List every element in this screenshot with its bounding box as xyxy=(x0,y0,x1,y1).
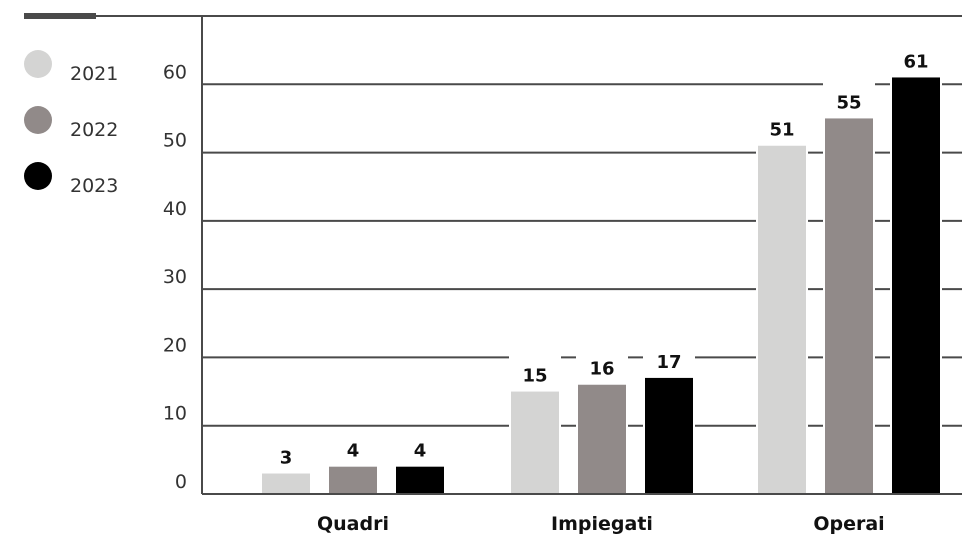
bar xyxy=(578,384,626,494)
bar xyxy=(825,118,873,494)
category-labels: Quadri Impiegati Operai xyxy=(202,493,962,535)
data-label: 16 xyxy=(589,359,614,380)
legend-item: 2021 xyxy=(24,50,118,85)
data-label: 61 xyxy=(903,51,928,72)
data-label: 17 xyxy=(656,352,681,373)
legend-label: 2021 xyxy=(70,63,118,85)
legend-label: 2022 xyxy=(70,119,118,141)
y-tick-label: 0 xyxy=(175,471,187,493)
bar xyxy=(892,77,940,494)
category-label: Impiegati xyxy=(551,513,653,535)
data-label: 15 xyxy=(522,366,547,387)
legend-label: 2023 xyxy=(70,175,118,197)
legend-swatch xyxy=(24,50,52,78)
bar xyxy=(262,473,310,494)
legend-swatch xyxy=(24,106,52,134)
bar xyxy=(329,466,377,494)
legend: 2021 2022 2023 xyxy=(24,50,118,197)
category-label: Operai xyxy=(813,513,884,535)
data-label: 4 xyxy=(347,441,360,462)
category-label: Quadri xyxy=(317,513,389,535)
data-label: 55 xyxy=(836,92,861,113)
data-label: 3 xyxy=(280,448,293,469)
y-tick-labels: 0 10 20 30 40 50 60 xyxy=(163,61,187,493)
y-tick-label: 10 xyxy=(163,403,187,425)
y-tick-label: 40 xyxy=(163,198,187,220)
y-tick-label: 60 xyxy=(163,61,187,83)
y-tick-label: 20 xyxy=(163,334,187,356)
legend-swatch xyxy=(24,162,52,190)
legend-item: 2023 xyxy=(24,162,118,197)
bar xyxy=(645,377,693,494)
y-tick-label: 50 xyxy=(163,130,187,152)
bars xyxy=(260,39,942,494)
data-label: 51 xyxy=(769,120,794,141)
top-accent-bar xyxy=(24,13,96,19)
bar xyxy=(396,466,444,494)
bar xyxy=(511,391,559,494)
data-labels: 3 4 4 15 16 17 51 55 61 xyxy=(280,51,929,468)
legend-item: 2022 xyxy=(24,106,118,141)
data-label: 4 xyxy=(414,441,427,462)
bar xyxy=(758,145,806,494)
y-tick-label: 30 xyxy=(163,266,187,288)
